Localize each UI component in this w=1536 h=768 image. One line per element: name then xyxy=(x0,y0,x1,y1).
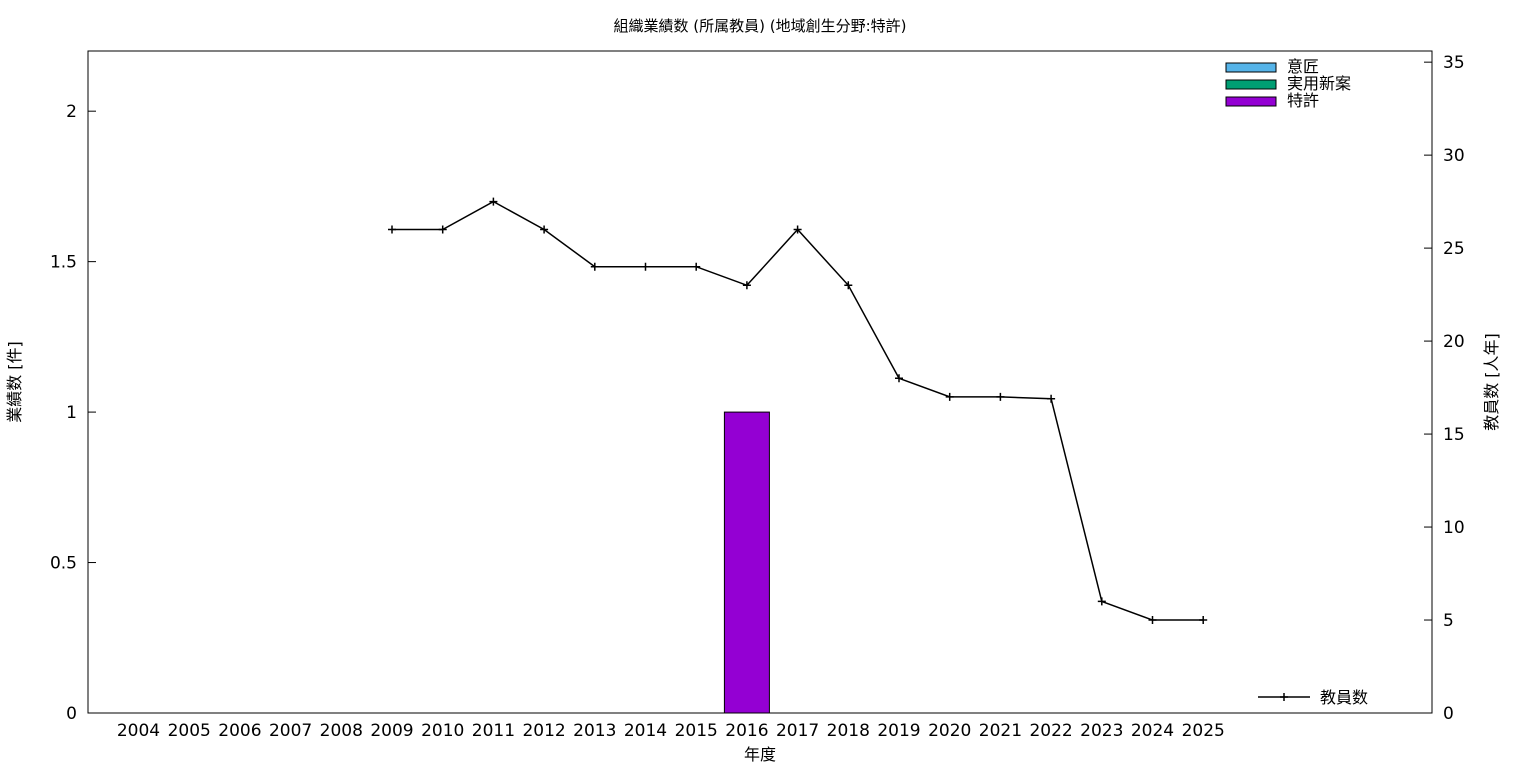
x-tick-label: 2005 xyxy=(168,721,211,741)
y-tick-label: 2 xyxy=(66,102,77,122)
x-tick-label: 2019 xyxy=(877,721,920,741)
x-tick-label: 2004 xyxy=(117,721,160,741)
line-point xyxy=(1097,597,1106,606)
x-tick-label: 2015 xyxy=(675,721,718,741)
x-tick-label: 2022 xyxy=(1029,721,1072,741)
y2-tick-label: 35 xyxy=(1443,53,1465,73)
line-point xyxy=(590,262,599,271)
y-tick-label: 0.5 xyxy=(50,554,77,574)
y2-axis-label: 教員数 [人年] xyxy=(1482,333,1501,431)
line-point xyxy=(895,374,903,383)
x-tick-label: 2025 xyxy=(1182,721,1225,741)
line-point xyxy=(1199,616,1208,625)
legend-label: 意匠 xyxy=(1287,57,1319,76)
legend-label: 特許 xyxy=(1287,91,1319,110)
x-tick-label: 2009 xyxy=(370,721,413,741)
y-tick-label: 0 xyxy=(66,704,77,724)
line-point xyxy=(540,225,549,234)
x-tick-label: 2018 xyxy=(827,721,870,741)
line-point xyxy=(438,225,447,234)
y2-tick-label: 0 xyxy=(1443,704,1454,724)
legend-label: 実用新案 xyxy=(1287,74,1351,93)
line-point xyxy=(945,392,954,401)
y2-tick-label: 5 xyxy=(1443,611,1454,631)
x-axis-ticks: 2004 2005 2006 2007 2008 2009 2010 2011 2012 2013… xyxy=(117,721,1225,741)
chart-title: 組織業績数 (所属教員) (地域創生分野:特許) xyxy=(614,17,907,35)
legend-line-marker xyxy=(1280,693,1288,701)
line-point xyxy=(793,225,802,234)
bars-layer xyxy=(723,411,770,714)
line-series xyxy=(392,200,1204,621)
line-point xyxy=(844,281,853,290)
legend-line: 教員数 xyxy=(1258,688,1368,707)
y-tick-label: 1.5 xyxy=(50,253,77,273)
y2-tick-label: 10 xyxy=(1443,518,1465,538)
x-tick-label: 2017 xyxy=(776,721,819,741)
y2-tick-label: 15 xyxy=(1443,425,1465,445)
x-tick-label: 2007 xyxy=(269,721,312,741)
y2-tick-label: 25 xyxy=(1443,239,1465,259)
x-tick-label: 2006 xyxy=(218,721,261,741)
line-point xyxy=(388,225,396,234)
line-layer xyxy=(388,197,1208,625)
y-axis-label: 業績数 [件] xyxy=(5,341,24,423)
legend-swatch xyxy=(1225,96,1277,107)
x-axis-label: 年度 xyxy=(744,745,776,764)
y-axis-ticks: 0 0.5 1 1.5 2 xyxy=(50,102,96,724)
x-tick-label: 2023 xyxy=(1080,721,1123,741)
y2-tick-label: 30 xyxy=(1443,146,1465,166)
x-tick-label: 2010 xyxy=(421,721,464,741)
line-point xyxy=(641,262,650,271)
bar xyxy=(723,411,770,714)
line-point xyxy=(1047,394,1056,403)
x-tick-label: 2012 xyxy=(522,721,565,741)
x-tick-label: 2008 xyxy=(320,721,363,741)
y-tick-label: 1 xyxy=(66,403,77,423)
legend-swatch xyxy=(1225,79,1277,90)
x-tick-label: 2013 xyxy=(573,721,616,741)
line-point xyxy=(996,392,1005,401)
y2-tick-label: 20 xyxy=(1443,332,1465,352)
legend-line-label: 教員数 xyxy=(1320,688,1368,707)
legend-swatch xyxy=(1225,62,1277,73)
x-tick-label: 2021 xyxy=(979,721,1022,741)
line-point xyxy=(742,281,751,290)
x-tick-label: 2020 xyxy=(928,721,971,741)
x-tick-label: 2014 xyxy=(624,721,667,741)
x-tick-label: 2011 xyxy=(472,721,515,741)
line-point xyxy=(692,262,701,271)
line-point xyxy=(1148,616,1157,625)
x-tick-label: 2016 xyxy=(725,721,768,741)
y2-axis-ticks: 0 5 10 15 20 25 30 35 xyxy=(1424,53,1465,724)
x-tick-label: 2024 xyxy=(1131,721,1174,741)
line-point xyxy=(489,197,498,206)
